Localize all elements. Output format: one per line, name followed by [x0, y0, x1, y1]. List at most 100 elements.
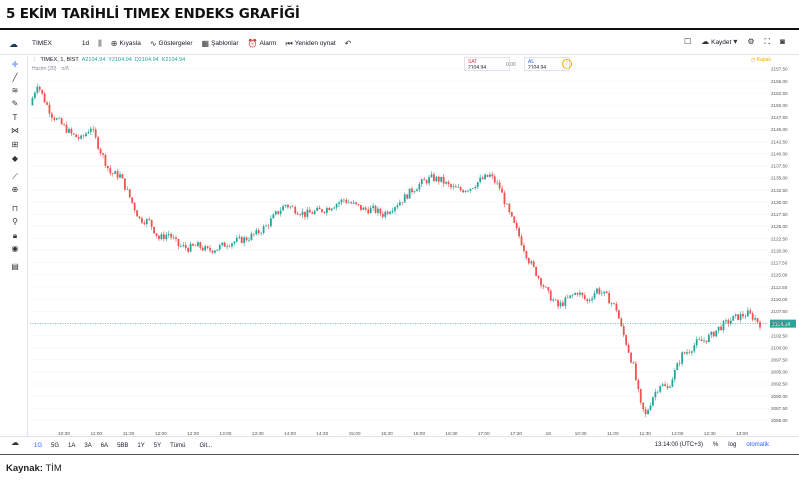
- candle-body: [46, 102, 48, 105]
- drawing-toolbar: ✛ ╱ ≋ ✎ T ⋈ ⊞ ◆ ⟋ ⊕ ⊓ ⚲ 🔒︎ ◉ ▤ ☁: [0, 56, 28, 447]
- y-tick-label: 2087.50: [771, 406, 788, 411]
- brush-icon[interactable]: ✎: [11, 99, 19, 108]
- range-button[interactable]: 1Y: [137, 442, 145, 449]
- candle-body: [491, 174, 494, 177]
- pattern-icon[interactable]: ⋈: [11, 126, 19, 135]
- candle-body: [150, 219, 153, 227]
- candle-body: [620, 318, 623, 327]
- fib-icon[interactable]: ≋: [11, 86, 19, 95]
- settings-gear-icon[interactable]: ⚙: [747, 37, 755, 46]
- tv-logo-icon[interactable]: ☁: [11, 438, 19, 447]
- arrow-icon[interactable]: ◆: [11, 154, 19, 163]
- save-label: Kaydet: [711, 38, 732, 46]
- candle-body: [610, 302, 613, 304]
- range-button[interactable]: 1G: [34, 442, 43, 449]
- candle-body: [420, 179, 423, 185]
- camera-icon[interactable]: ◙: [780, 37, 785, 46]
- percent-toggle[interactable]: %: [712, 442, 719, 448]
- range-button[interactable]: 5BB: [117, 442, 129, 449]
- range-button[interactable]: 5G: [51, 442, 60, 449]
- expand-icon[interactable]: ⛶: [764, 37, 771, 46]
- candle-body: [406, 194, 409, 199]
- candle-body: [506, 203, 508, 205]
- x-tick-label: 13:00: [219, 431, 231, 437]
- candle-body: [751, 313, 754, 320]
- candle-body: [639, 389, 642, 403]
- candle-body: [223, 242, 226, 247]
- symbol-search[interactable]: TIMEX: [32, 40, 52, 47]
- candle-body: [167, 233, 170, 235]
- x-tick-label: 13:30: [252, 431, 264, 437]
- y-tick-label: 2125.00: [771, 224, 788, 229]
- candle-body: [82, 135, 85, 137]
- candle-body: [537, 275, 540, 279]
- y-tick-label: 2152.50: [771, 91, 788, 96]
- source-line: Kaynak: TİM: [6, 463, 62, 474]
- replay-button[interactable]: ⏮ Yeniden oynat: [285, 39, 335, 48]
- alert-dot-icon[interactable]: !: [562, 59, 572, 69]
- candle-body: [615, 303, 618, 311]
- zoom-icon[interactable]: ⊕: [11, 185, 19, 194]
- candle-body: [75, 134, 78, 138]
- goto-button[interactable]: Git...: [199, 442, 213, 449]
- alert-label: Alarm: [259, 40, 277, 47]
- text-icon[interactable]: T: [12, 113, 18, 122]
- templates-button[interactable]: ▦ Şablonlar: [202, 39, 239, 48]
- candle-body: [479, 177, 482, 183]
- trash-icon[interactable]: ▤: [11, 262, 19, 271]
- candle-body: [435, 176, 438, 182]
- auto-scale-toggle[interactable]: otomatik: [746, 442, 769, 448]
- forecast-icon[interactable]: ⊞: [11, 140, 19, 149]
- fullscreen-box-icon[interactable]: ☐: [683, 37, 692, 46]
- candle-body: [462, 190, 465, 193]
- x-tick-label: 14:30: [316, 431, 328, 437]
- candle-body: [710, 331, 713, 335]
- ruler-icon[interactable]: ⟋: [12, 172, 18, 181]
- y-tick-label: 2155.00: [771, 79, 788, 84]
- candle-body: [284, 204, 287, 207]
- candle-body: [756, 318, 759, 323]
- candle-body: [252, 233, 255, 235]
- log-toggle[interactable]: log: [728, 442, 737, 448]
- indicators-button[interactable]: ∿ Göstergeler: [150, 39, 193, 48]
- candle-body: [80, 135, 82, 139]
- range-button[interactable]: Tümü: [170, 442, 186, 449]
- candle-type-button[interactable]: ⫼: [98, 39, 102, 48]
- buy-value: 2104.94: [528, 65, 547, 71]
- interval-label: 1d: [81, 40, 90, 47]
- trendline-icon[interactable]: ╱: [12, 73, 18, 82]
- candle-body: [681, 352, 684, 364]
- candle-body: [87, 132, 90, 134]
- range-button[interactable]: 1A: [68, 442, 76, 449]
- candle-body: [749, 310, 752, 314]
- range-button[interactable]: 3A: [84, 442, 92, 449]
- alert-button[interactable]: ⏰ Alarm: [248, 39, 277, 48]
- lock-icon[interactable]: 🔒︎: [12, 231, 18, 240]
- candle-body: [218, 245, 221, 250]
- sell-button[interactable]: SAT 2104.94: [464, 57, 510, 71]
- interval-button[interactable]: 1d: [82, 40, 89, 47]
- candle-body: [384, 211, 387, 217]
- magnet-icon[interactable]: ⊓: [11, 204, 19, 213]
- eye-icon[interactable]: ◉: [11, 244, 19, 253]
- save-button[interactable]: ☁ Kaydet ▾: [701, 38, 737, 46]
- lock-drawing-icon[interactable]: ⚲: [12, 217, 18, 226]
- range-button[interactable]: 5Y: [153, 442, 162, 449]
- candle-body: [377, 208, 379, 213]
- candle-body: [486, 174, 489, 177]
- logo-icon[interactable]: ☁: [9, 38, 18, 49]
- x-tick-label: 10:30: [575, 431, 587, 437]
- range-button[interactable]: 6A: [100, 442, 109, 449]
- crosshair-icon[interactable]: ✛: [11, 60, 19, 69]
- candle-body: [291, 206, 294, 208]
- y-tick-label: 2117.50: [771, 261, 788, 266]
- candle-body: [712, 331, 715, 337]
- candle-body: [440, 176, 443, 182]
- candle-body: [717, 326, 720, 331]
- compare-button[interactable]: ⊕ Kıyasla: [111, 39, 141, 48]
- undo-button[interactable]: ↶: [345, 39, 352, 48]
- candle-body: [554, 299, 557, 301]
- candle-body: [576, 293, 579, 295]
- candle-body: [754, 318, 757, 320]
